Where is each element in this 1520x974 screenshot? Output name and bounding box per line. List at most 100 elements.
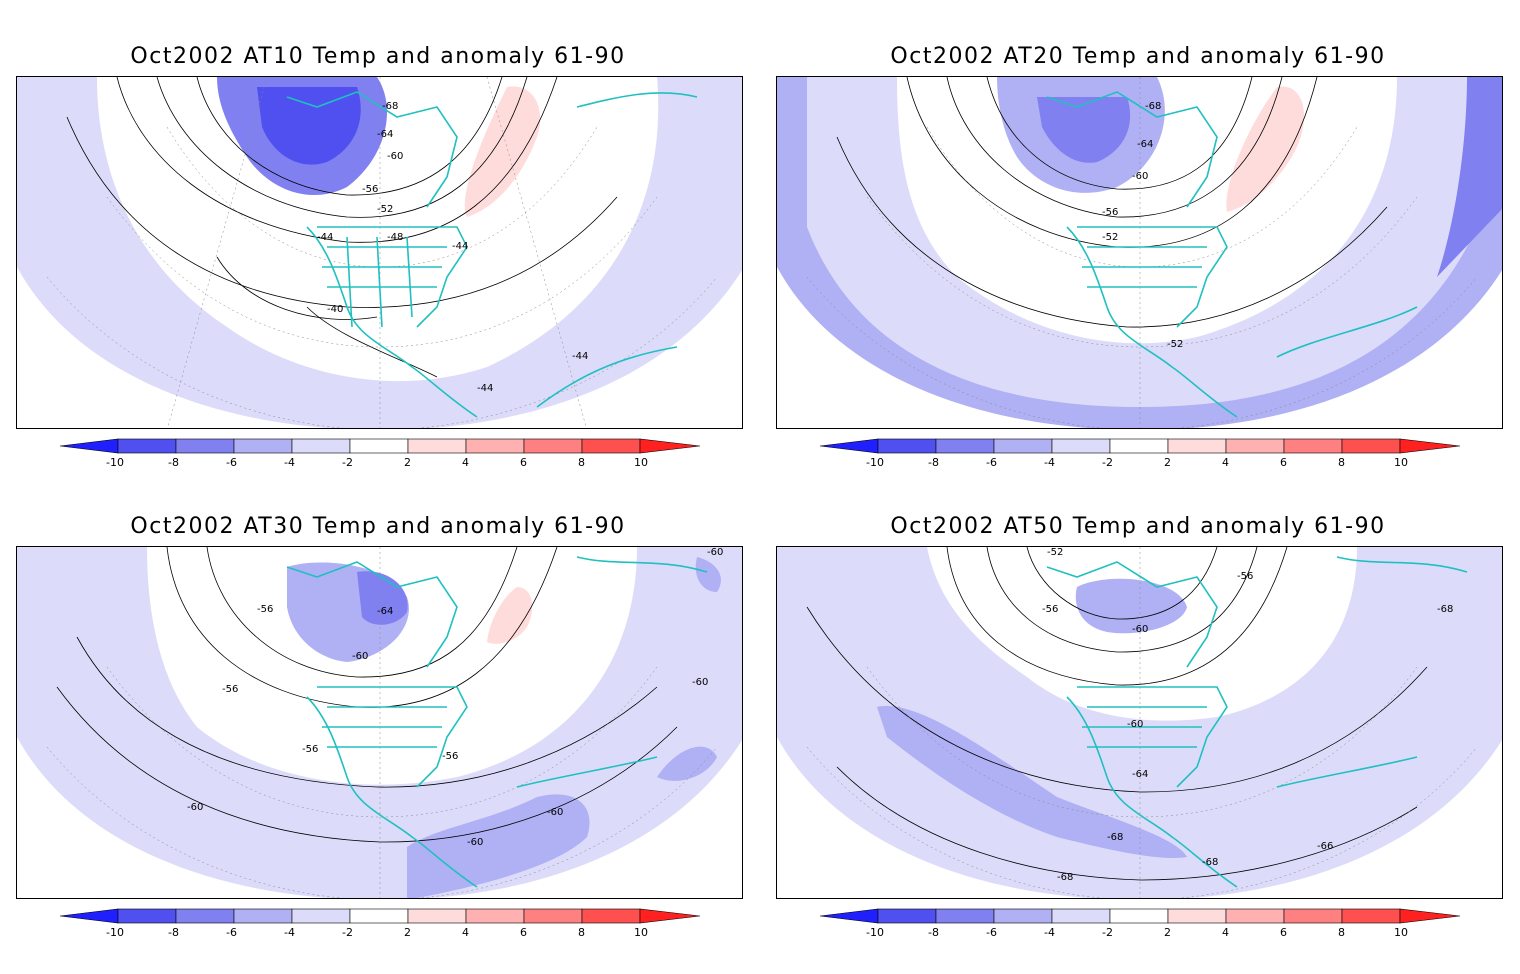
colorbar: -10 -8 -6 -4 -2 2 4 6 8 10 [59, 908, 701, 939]
svg-text:-56: -56 [302, 744, 318, 755]
svg-text:-44: -44 [317, 232, 333, 243]
colorbar-label: 4 [462, 926, 469, 939]
svg-text:-56: -56 [362, 184, 378, 195]
colorbar-label: -6 [986, 456, 997, 469]
map-at50: -52 -56 -56 -60 -60 -68 -64 -68 -68 -68 … [776, 546, 1503, 899]
panel-at50: Oct2002 AT50 Temp and anomaly 61-90 [768, 514, 1508, 974]
colorbar-label: -2 [342, 926, 353, 939]
colorbar-label: 8 [1338, 926, 1345, 939]
panel-title: Oct2002 AT50 Temp and anomaly 61-90 [890, 514, 1386, 539]
svg-text:-64: -64 [1132, 769, 1148, 780]
colorbar-label: -10 [106, 926, 124, 939]
svg-text:-60: -60 [707, 547, 723, 558]
svg-text:-60: -60 [1127, 719, 1143, 730]
panel-title: Oct2002 AT30 Temp and anomaly 61-90 [130, 514, 626, 539]
colorbar: -10 -8 -6 -4 -2 2 4 6 8 10 [819, 908, 1461, 939]
colorbar-label: 8 [578, 456, 585, 469]
colorbar-label: 10 [1394, 456, 1408, 469]
panel-at10: Oct2002 AT10 Temp and anomaly 61-90 [8, 44, 748, 504]
colorbar-label: -4 [1044, 456, 1055, 469]
colorbar-label: -10 [106, 456, 124, 469]
svg-text:-64: -64 [377, 606, 393, 617]
colorbar-label: 2 [1164, 926, 1171, 939]
colorbar-label: 10 [1394, 926, 1408, 939]
map-canvas: -68 -64 -60 -56 -52 -52 [777, 77, 1502, 428]
svg-text:-44: -44 [477, 383, 493, 394]
colorbar-label: 6 [520, 926, 527, 939]
colorbar-label: -4 [284, 926, 295, 939]
colorbar-label: 6 [1280, 456, 1287, 469]
panel-at20: Oct2002 AT20 Temp and anomaly 61-90 [768, 44, 1508, 504]
svg-text:-68: -68 [1202, 857, 1218, 868]
colorbar-label: 4 [1222, 926, 1229, 939]
svg-text:-68: -68 [382, 101, 398, 112]
colorbar-label: -8 [928, 926, 939, 939]
svg-text:-60: -60 [1132, 624, 1148, 635]
colorbar-label: 6 [520, 456, 527, 469]
colorbar-label: 4 [462, 456, 469, 469]
colorbar-label: 10 [634, 456, 648, 469]
svg-text:-60: -60 [352, 651, 368, 662]
svg-text:-60: -60 [692, 677, 708, 688]
contour-labels: -52 -56 -56 -60 -60 -68 -64 -68 -68 -68 … [1042, 547, 1453, 883]
svg-text:-44: -44 [572, 351, 588, 362]
map-at20: -68 -64 -60 -56 -52 -52 [776, 76, 1503, 429]
svg-text:-60: -60 [1132, 171, 1148, 182]
svg-text:-52: -52 [1047, 547, 1063, 558]
map-at10: -68 -64 -60 -56 -52 -48 -44 -44 -40 -44 … [16, 76, 743, 429]
svg-text:-68: -68 [1107, 832, 1123, 843]
svg-text:-40: -40 [327, 304, 343, 315]
svg-text:-48: -48 [387, 232, 403, 243]
colorbar-label: -6 [986, 926, 997, 939]
colorbar-label: -8 [168, 456, 179, 469]
colorbar: -10 -8 -6 -4 -2 2 4 6 8 10 [819, 438, 1461, 469]
svg-text:-52: -52 [377, 204, 393, 215]
panel-title: Oct2002 AT20 Temp and anomaly 61-90 [890, 44, 1386, 69]
map-at30: -60 -56 -64 -60 -56 -56 -60 -56 -60 -60 … [16, 546, 743, 899]
svg-text:-56: -56 [442, 751, 458, 762]
svg-text:-52: -52 [1167, 339, 1183, 350]
colorbar-label: -8 [168, 926, 179, 939]
svg-text:-60: -60 [547, 807, 563, 818]
svg-text:-64: -64 [1137, 139, 1153, 150]
svg-text:-56: -56 [1102, 207, 1118, 218]
svg-text:-56: -56 [222, 684, 238, 695]
map-canvas: -68 -64 -60 -56 -52 -48 -44 -44 -40 -44 … [17, 77, 742, 428]
colorbar-label: 4 [1222, 456, 1229, 469]
svg-text:-60: -60 [187, 802, 203, 813]
colorbar-label: -6 [226, 456, 237, 469]
svg-text:-68: -68 [1437, 604, 1453, 615]
colorbar-label: -4 [284, 456, 295, 469]
svg-text:-64: -64 [377, 129, 393, 140]
colorbar-label: -10 [866, 926, 884, 939]
colorbar-label: -2 [342, 456, 353, 469]
colorbar-label: 10 [634, 926, 648, 939]
svg-text:-52: -52 [1102, 232, 1118, 243]
colorbar-label: 6 [1280, 926, 1287, 939]
svg-text:-44: -44 [452, 241, 468, 252]
contour-labels: -60 -56 -64 -60 -56 -56 -60 -56 -60 -60 … [187, 547, 723, 848]
colorbar-label: 2 [1164, 456, 1171, 469]
svg-text:-56: -56 [1237, 571, 1253, 582]
panel-at30: Oct2002 AT30 Temp and anomaly 61-90 [8, 514, 748, 974]
colorbar-label: 2 [404, 926, 411, 939]
svg-text:-66: -66 [1317, 841, 1333, 852]
contour-labels: -68 -64 -60 -56 -52 -48 -44 -44 -40 -44 … [317, 101, 588, 394]
colorbar-label: 8 [1338, 456, 1345, 469]
panel-title: Oct2002 AT10 Temp and anomaly 61-90 [130, 44, 626, 69]
map-canvas: -52 -56 -56 -60 -60 -68 -64 -68 -68 -68 … [777, 547, 1502, 898]
svg-text:-68: -68 [1145, 101, 1161, 112]
svg-text:-60: -60 [467, 837, 483, 848]
svg-text:-60: -60 [387, 151, 403, 162]
colorbar-label: 2 [404, 456, 411, 469]
svg-text:-56: -56 [257, 604, 273, 615]
map-canvas: -60 -56 -64 -60 -56 -56 -60 -56 -60 -60 … [17, 547, 742, 898]
contour-labels: -68 -64 -60 -56 -52 -52 [1102, 101, 1183, 350]
colorbar-label: -10 [866, 456, 884, 469]
colorbar-label: -6 [226, 926, 237, 939]
colorbar-label: -4 [1044, 926, 1055, 939]
svg-text:-56: -56 [1042, 604, 1058, 615]
svg-text:-68: -68 [1057, 872, 1073, 883]
colorbar-label: -2 [1102, 456, 1113, 469]
colorbar-label: -8 [928, 456, 939, 469]
